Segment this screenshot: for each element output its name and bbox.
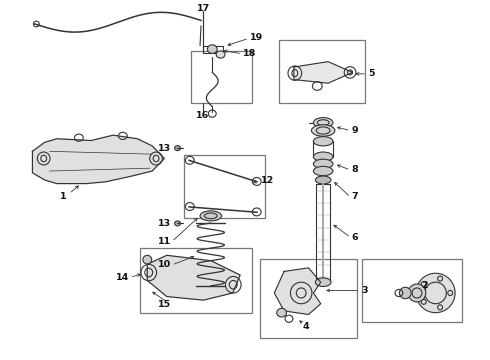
Text: 2: 2 [421,280,428,289]
Polygon shape [294,62,352,83]
Ellipse shape [143,255,152,264]
Text: 5: 5 [368,69,375,78]
Text: 16: 16 [196,111,209,120]
Text: 13: 13 [158,219,171,228]
Text: 8: 8 [351,165,358,174]
Polygon shape [147,255,240,300]
Text: 9: 9 [351,126,358,135]
Text: 3: 3 [361,285,368,294]
Ellipse shape [314,118,333,128]
Text: 1: 1 [60,192,67,201]
Text: 10: 10 [158,261,171,270]
Ellipse shape [277,309,287,317]
Ellipse shape [408,284,426,302]
Text: 14: 14 [116,273,129,282]
Ellipse shape [174,145,180,150]
Text: 7: 7 [351,192,358,201]
Bar [191,51,252,103]
Ellipse shape [216,51,225,58]
Text: 18: 18 [243,49,256,58]
Ellipse shape [207,45,217,53]
Text: 12: 12 [261,176,274,185]
Ellipse shape [200,211,221,221]
Ellipse shape [416,273,455,313]
Ellipse shape [316,176,331,184]
Text: 17: 17 [197,4,210,13]
Bar [140,248,252,313]
Ellipse shape [316,278,331,287]
Text: 11: 11 [157,237,171,246]
Text: 4: 4 [303,322,309,331]
Polygon shape [32,135,164,184]
Text: 13: 13 [158,144,171,153]
Bar [260,259,357,338]
Ellipse shape [314,166,333,176]
Text: 19: 19 [250,33,263,42]
Ellipse shape [314,152,333,161]
Bar [184,155,265,218]
Ellipse shape [314,159,333,168]
Bar [362,259,463,321]
Text: 6: 6 [351,233,358,242]
Ellipse shape [174,221,180,226]
Polygon shape [274,268,321,315]
Text: 15: 15 [158,300,172,309]
Ellipse shape [314,136,333,146]
Ellipse shape [399,287,411,299]
Bar [279,40,365,103]
Ellipse shape [312,125,335,136]
